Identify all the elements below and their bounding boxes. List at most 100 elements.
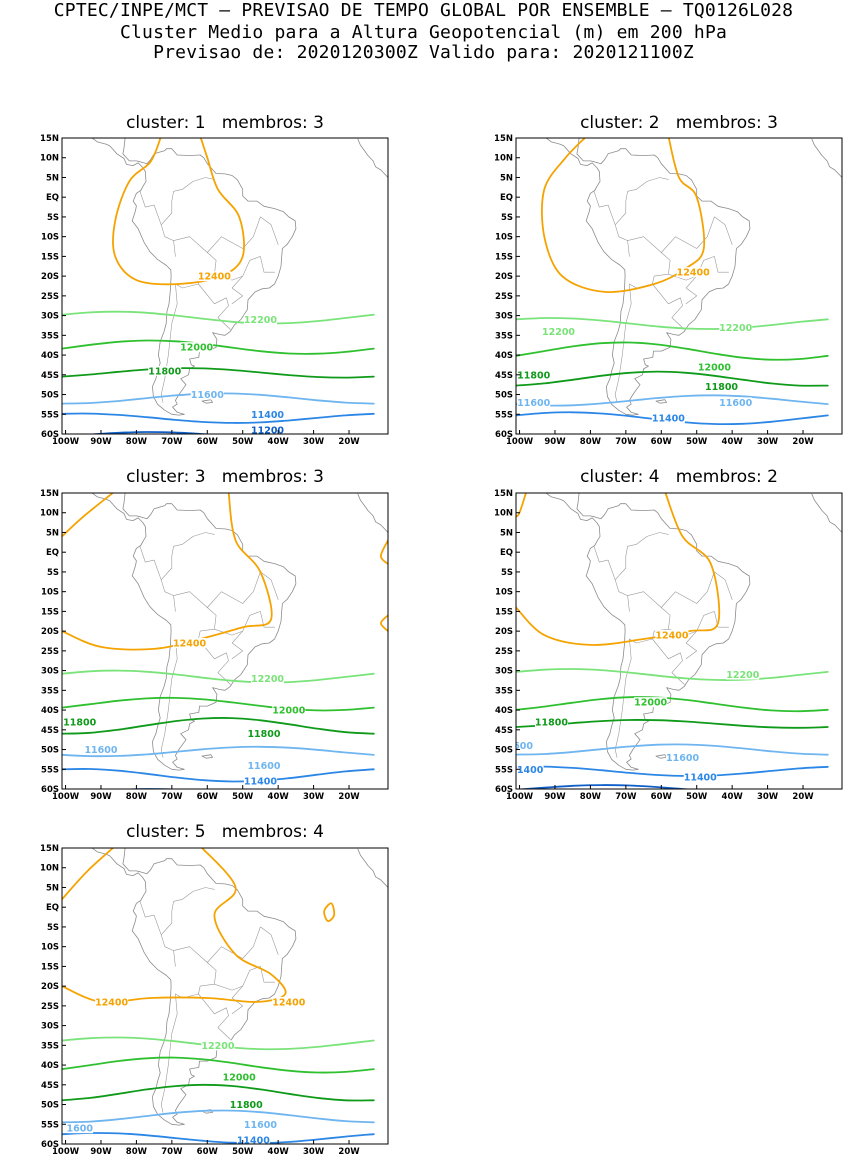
lat-tick-label: 60S xyxy=(41,1140,59,1150)
country-border xyxy=(614,283,632,403)
coastline-americas xyxy=(91,138,297,416)
country-border xyxy=(160,283,178,403)
lon-tick-label: 60W xyxy=(651,792,673,802)
lat-tick-label: 10N xyxy=(494,154,513,164)
lon-tick-label: 90W xyxy=(544,792,566,802)
panel-title: cluster: 4 membros: 2 xyxy=(580,467,778,487)
lat-tick-label: 10N xyxy=(494,509,513,519)
country-border xyxy=(139,191,162,226)
lat-tick-label: 45S xyxy=(41,371,59,381)
lon-tick-label: 90W xyxy=(544,437,566,447)
lon-tick-label: 20W xyxy=(338,792,360,802)
country-border xyxy=(139,546,162,581)
contour-label: 11600 xyxy=(666,753,699,764)
contour-label: 11800 xyxy=(247,729,280,740)
contour-label: 11800 xyxy=(517,370,550,381)
panel-title: cluster: 2 membros: 3 xyxy=(580,113,778,133)
lat-tick-label: 30S xyxy=(41,1022,59,1032)
country-border xyxy=(173,591,217,644)
contour-label: 12400 xyxy=(198,272,231,283)
contour-label: 12200 xyxy=(719,323,752,334)
lat-tick-label: EQ xyxy=(500,193,513,203)
lat-tick-label: 30S xyxy=(495,667,513,677)
lon-tick-label: 60W xyxy=(197,437,219,447)
coastline-americas xyxy=(545,493,751,771)
lat-tick-label: 45S xyxy=(495,726,513,736)
coastline-africa xyxy=(811,493,842,541)
lon-tick-label: 80W xyxy=(580,437,602,447)
lon-tick-label: 50W xyxy=(686,792,708,802)
lat-tick-label: 30S xyxy=(41,667,59,677)
contour-label: 12200 xyxy=(726,670,759,681)
coastline-americas xyxy=(91,493,297,771)
lat-tick-label: 60S xyxy=(41,430,59,440)
lon-tick-label: 50W xyxy=(686,437,708,447)
contour-label-bg xyxy=(243,314,277,325)
lon-tick-label: 80W xyxy=(126,1147,148,1157)
contour-label: 12200 xyxy=(542,327,575,338)
contour-label-bg xyxy=(517,397,551,408)
lat-tick-label: 15S xyxy=(495,252,513,262)
contour-11600 xyxy=(62,745,375,758)
contour-11800 xyxy=(516,719,829,729)
contour-label: 11600 xyxy=(244,1120,277,1131)
map-frame xyxy=(61,847,389,1145)
lat-tick-label: 25S xyxy=(495,292,513,302)
lon-tick-label: 20W xyxy=(338,437,360,447)
lat-tick-label: 20S xyxy=(41,272,59,282)
contour-12000 xyxy=(62,339,375,355)
coastline-africa xyxy=(811,138,842,186)
country-border xyxy=(661,571,733,608)
contour-label: 11400 xyxy=(237,1136,270,1147)
contour-label-bg xyxy=(66,1123,94,1134)
contour-12000 xyxy=(62,1056,375,1074)
contour-label-bg xyxy=(197,271,231,282)
contour-label: 11800 xyxy=(63,717,96,728)
lat-tick-label: 25S xyxy=(41,1002,59,1012)
lon-tick-label: 70W xyxy=(615,792,637,802)
lon-tick-label: 100W xyxy=(506,437,534,447)
contour-label: 12000 xyxy=(223,1072,256,1083)
contour-label: 12400 xyxy=(173,638,206,649)
lat-tick-label: 40S xyxy=(41,706,59,716)
lat-tick-label: 45S xyxy=(41,726,59,736)
lat-tick-label: 10S xyxy=(41,588,59,598)
contour-label: 12400 xyxy=(95,997,128,1008)
lon-tick-label: 20W xyxy=(792,792,814,802)
contour-label: 12000 xyxy=(272,706,305,717)
contour-11400 xyxy=(516,765,829,777)
contour-12400 xyxy=(112,138,245,286)
country-border xyxy=(652,283,685,330)
lat-tick-label: 30S xyxy=(41,312,59,322)
lon-tick-label: 40W xyxy=(268,792,290,802)
map-frame xyxy=(515,492,843,790)
lat-tick-label: 50S xyxy=(41,1101,59,1111)
lon-tick-label: 70W xyxy=(161,792,183,802)
lat-tick-label: 5S xyxy=(47,923,59,933)
contour-label-bg xyxy=(719,397,753,408)
contour-12400 xyxy=(541,138,706,293)
lat-tick-label: 35S xyxy=(41,331,59,341)
lon-tick-label: 30W xyxy=(757,792,779,802)
contour-label: 12000 xyxy=(634,698,667,709)
contour-label: 12000 xyxy=(180,343,213,354)
lat-tick-label: 20S xyxy=(41,982,59,992)
lat-tick-label: 60S xyxy=(495,785,513,795)
lon-tick-label: 70W xyxy=(615,437,637,447)
contour-12200 xyxy=(516,668,829,681)
lon-tick-label: 60W xyxy=(197,1147,219,1157)
country-border xyxy=(614,638,632,758)
contour-label-bg xyxy=(634,697,668,708)
country-border xyxy=(160,887,215,951)
country-border xyxy=(214,256,275,281)
header-line-3: Previsao de: 2020120300Z Valido para: 20… xyxy=(153,42,694,63)
contour-label-bg xyxy=(655,630,689,641)
contour-label: 11600 xyxy=(84,745,117,756)
lon-tick-label: 70W xyxy=(161,437,183,447)
lon-tick-label: 80W xyxy=(580,792,602,802)
lon-tick-label: 60W xyxy=(651,437,673,447)
country-border xyxy=(173,946,217,999)
contour-12400 xyxy=(62,848,287,1004)
contour-label-bg xyxy=(726,669,760,680)
lon-tick-label: 70W xyxy=(161,1147,183,1157)
